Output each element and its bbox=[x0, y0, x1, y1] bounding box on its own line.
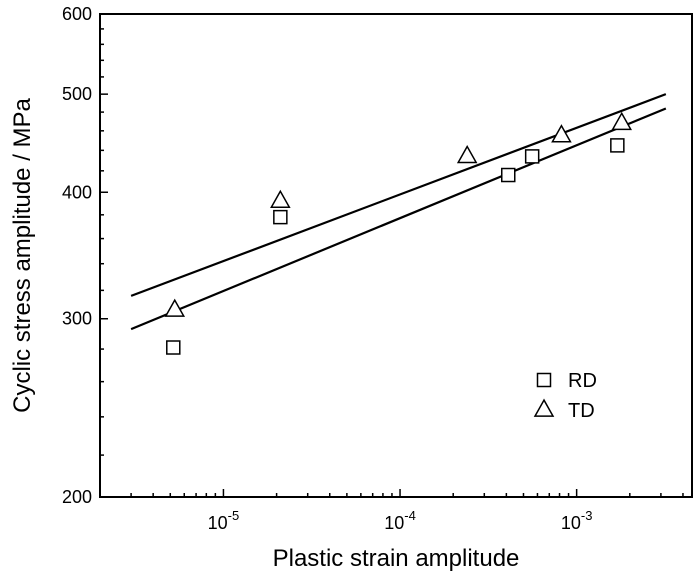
y-axis-ticks: 200 300 400 500 600 bbox=[62, 4, 108, 507]
td-point bbox=[456, 144, 478, 164]
rd-fit-line bbox=[130, 107, 667, 331]
legend-rd-marker bbox=[536, 372, 552, 388]
y-tick-label: 500 bbox=[62, 84, 92, 104]
x-tick-label: 10-3 bbox=[561, 508, 593, 533]
y-axis-title: Cyclic stress amplitude / MPa bbox=[9, 97, 36, 412]
rd-point bbox=[501, 167, 516, 183]
rd-point bbox=[166, 340, 181, 355]
y-tick-label: 600 bbox=[62, 4, 92, 24]
y-tick-label: 200 bbox=[62, 487, 92, 507]
td-fit-line bbox=[130, 93, 667, 297]
td-point bbox=[551, 124, 572, 143]
rd-point bbox=[273, 209, 288, 225]
y-tick-label: 400 bbox=[62, 182, 92, 202]
td-point bbox=[611, 111, 633, 131]
x-axis-ticks: 10-5 10-4 10-3 bbox=[99, 489, 684, 533]
legend: RD TD bbox=[533, 370, 597, 422]
rd-point bbox=[610, 138, 625, 153]
td-point bbox=[164, 298, 186, 317]
x-tick-label: 10-5 bbox=[208, 508, 240, 533]
legend-rd-label: RD bbox=[568, 370, 597, 392]
legend-td-label: TD bbox=[568, 400, 595, 422]
rd-point bbox=[524, 149, 540, 164]
legend-td-marker bbox=[533, 398, 555, 417]
td-point bbox=[270, 189, 291, 208]
y-tick-label: 300 bbox=[62, 309, 92, 329]
x-tick-label: 10-4 bbox=[384, 508, 416, 533]
data-markers bbox=[164, 111, 633, 355]
fit-lines bbox=[130, 93, 667, 331]
x-axis-title: Plastic strain amplitude bbox=[273, 545, 520, 572]
plot-area bbox=[99, 13, 693, 498]
